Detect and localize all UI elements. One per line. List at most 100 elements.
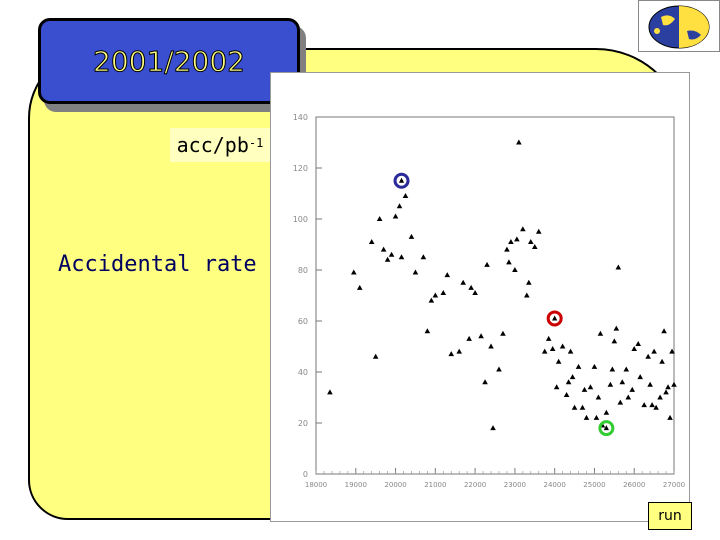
y-tick-label: 60 (298, 317, 308, 326)
data-point (667, 414, 673, 420)
data-point (514, 236, 520, 242)
data-point (380, 246, 387, 252)
data-point (613, 325, 620, 331)
data-point (553, 384, 560, 390)
data-point (512, 267, 518, 272)
highlight-marker (393, 172, 410, 189)
data-point (617, 399, 624, 405)
logo (638, 0, 720, 52)
data-point (651, 348, 657, 354)
x-tick-label: 20000 (384, 481, 406, 489)
data-point (669, 348, 675, 354)
highlighted-data-point (603, 425, 609, 431)
data-point (653, 404, 659, 410)
data-point (607, 381, 614, 387)
data-point (504, 246, 510, 252)
x-tick-label: 25000 (583, 481, 605, 489)
data-point (609, 366, 616, 372)
y-axis-label-main: acc/pb (176, 133, 249, 157)
data-point (466, 335, 472, 341)
data-point (384, 256, 391, 262)
data-point (528, 238, 534, 244)
data-point (569, 374, 576, 380)
data-point (398, 254, 405, 260)
page-title: 2001/2002 (93, 44, 246, 78)
highlight-marker (598, 420, 615, 437)
data-point (629, 386, 636, 392)
y-tick-label: 80 (298, 266, 308, 275)
data-point (563, 391, 570, 397)
data-point (657, 394, 663, 400)
data-point (635, 340, 641, 346)
data-point (478, 333, 484, 339)
data-point (526, 279, 532, 285)
data-point (488, 343, 494, 349)
data-point (372, 353, 379, 359)
data-point (327, 389, 333, 395)
data-point (575, 363, 582, 369)
data-point (587, 384, 594, 390)
data-point (611, 338, 618, 344)
data-point (412, 269, 419, 275)
data-point (456, 348, 462, 354)
data-point (472, 289, 478, 295)
x-tick-label: 23000 (504, 481, 526, 489)
data-point (659, 358, 665, 364)
data-point (460, 279, 466, 285)
title-box: 2001/2002 (38, 18, 300, 104)
data-point (579, 404, 586, 410)
data-point (482, 379, 488, 385)
data-point (665, 384, 671, 390)
x-tick-label: 26000 (623, 481, 645, 489)
data-point (567, 348, 574, 354)
data-point (559, 343, 566, 349)
data-point (631, 346, 638, 352)
data-point (524, 292, 530, 298)
plot-area-border (315, 116, 675, 475)
data-point (350, 269, 357, 275)
data-point (595, 394, 602, 400)
data-point (376, 216, 383, 221)
data-point (649, 402, 655, 408)
data-point (424, 328, 431, 334)
x-tick-label: 27000 (663, 481, 685, 489)
data-point (671, 381, 677, 387)
y-tick-label: 20 (298, 419, 308, 428)
data-point (496, 366, 502, 372)
data-point (396, 203, 403, 209)
data-point (444, 272, 451, 278)
y-axis-label: acc/pb -1 (170, 128, 270, 162)
data-point (484, 261, 490, 267)
data-point (591, 363, 598, 369)
y-tick-label: 120 (293, 164, 308, 173)
data-point (619, 379, 626, 385)
data-point (368, 238, 375, 244)
data-point (356, 284, 363, 290)
data-point (645, 353, 651, 359)
data-point (661, 328, 667, 334)
data-point (420, 254, 427, 260)
data-point (408, 233, 415, 239)
data-point (565, 379, 572, 385)
globe-logo-icon (648, 5, 710, 49)
data-point (641, 402, 647, 408)
data-point (490, 425, 496, 431)
data-point (448, 351, 455, 357)
x-tick-label: 22000 (464, 481, 486, 489)
data-point (625, 394, 632, 400)
data-point (520, 226, 526, 232)
data-point (597, 330, 604, 336)
data-point (545, 335, 552, 341)
x-tick-label: 24000 (544, 481, 566, 489)
data-point (535, 228, 542, 234)
data-point (541, 348, 548, 354)
highlight-marker (546, 310, 563, 327)
data-point (647, 381, 653, 387)
data-point (392, 213, 399, 219)
x-tick-label: 18000 (305, 481, 327, 489)
y-tick-label: 40 (298, 368, 308, 377)
data-point (440, 289, 447, 295)
chart-subject-label: Accidental rate (58, 252, 257, 277)
data-point (593, 414, 600, 420)
data-point (623, 366, 630, 372)
